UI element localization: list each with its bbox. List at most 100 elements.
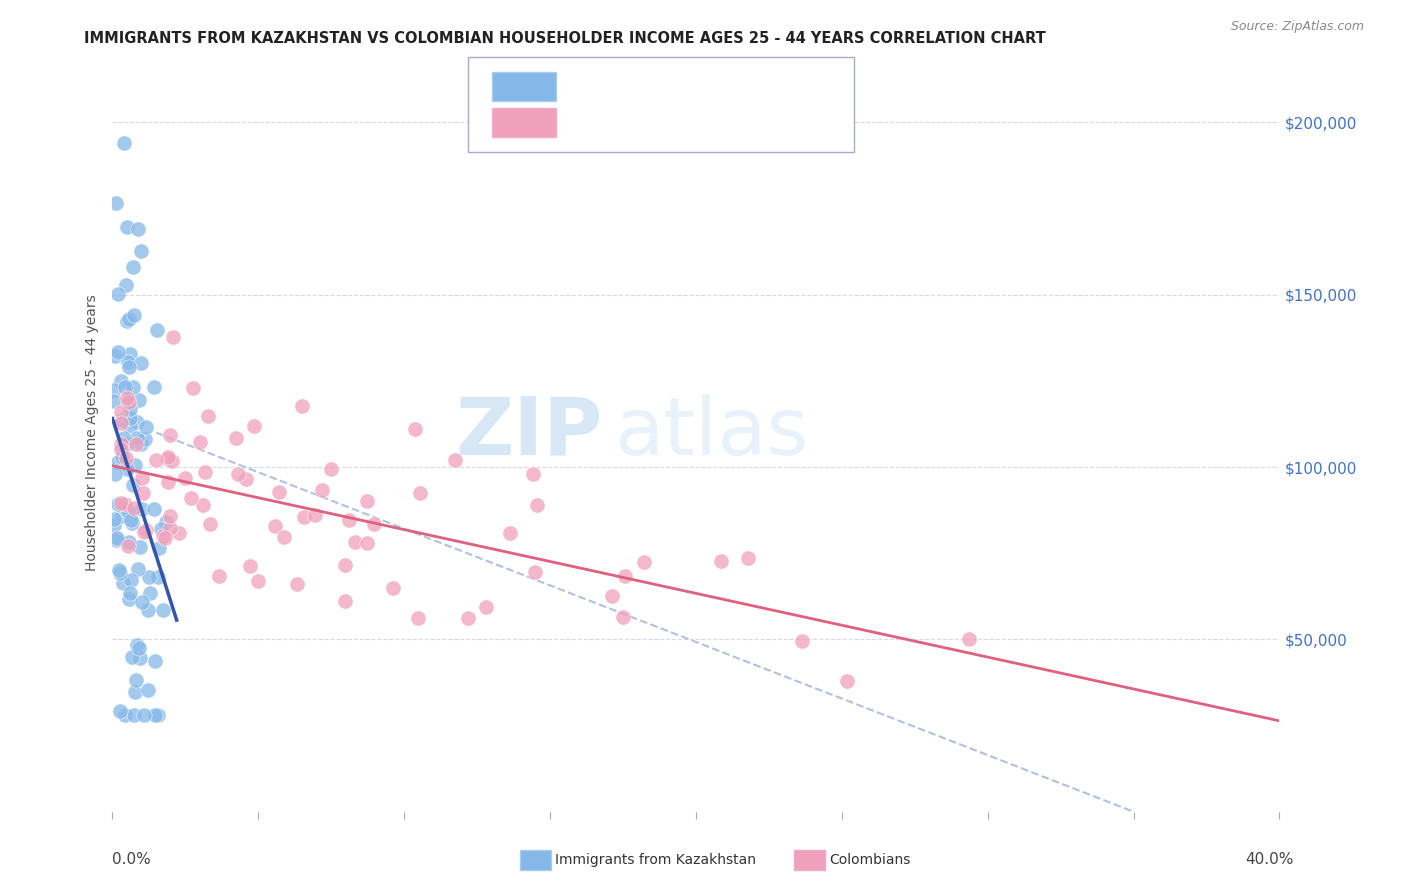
Point [160,454,183,468]
Point [408,486,430,500]
Point [110,404,132,418]
Point [108,704,131,718]
Point [197,409,219,424]
Point [120,347,142,361]
Point [207,569,229,583]
Point [117,396,139,410]
Point [112,136,135,150]
Point [131,595,153,609]
Point [112,431,135,445]
Point [117,355,139,369]
Point [136,683,159,698]
FancyBboxPatch shape [468,57,853,153]
Point [242,418,264,433]
Point [292,510,315,524]
Point [457,611,479,625]
Point [110,374,132,388]
FancyBboxPatch shape [492,72,555,102]
Point [115,277,138,292]
Point [273,530,295,544]
Point [526,498,548,512]
Point [710,553,733,567]
Point [120,573,142,587]
Point [122,501,145,516]
Point [319,462,342,476]
Point [156,450,179,464]
Point [124,458,146,473]
Point [117,311,139,326]
Point [337,513,360,527]
Point [111,450,134,465]
Point [134,524,156,539]
Text: atlas: atlas [614,393,808,472]
Text: 0.0%: 0.0% [112,852,152,867]
Point [356,494,378,508]
Point [167,525,190,540]
Point [108,566,131,580]
Point [957,632,980,646]
Point [117,504,139,518]
Point [115,451,138,466]
Text: Colombians: Colombians [830,853,911,867]
Point [115,391,138,405]
Point [146,570,169,584]
Point [125,431,148,445]
Point [118,535,141,549]
Point [117,462,139,476]
Point [404,422,426,436]
Point [128,640,150,655]
Point [152,529,174,543]
Point [239,558,262,573]
Point [129,356,152,370]
Point [159,428,181,442]
Point [122,477,145,491]
Point [235,472,257,486]
Point [155,515,177,529]
Point [125,638,148,652]
Point [524,565,547,579]
Point [118,411,141,425]
Point [291,399,314,413]
Point [117,394,139,409]
Point [152,603,174,617]
Point [333,594,356,608]
Point [114,708,136,723]
Text: Immigrants from Kazakhstan: Immigrants from Kazakhstan [555,853,756,867]
Point [143,654,166,668]
Point [225,431,247,445]
Point [263,519,285,533]
Point [180,491,202,505]
Point [125,673,148,688]
Point [344,534,367,549]
Point [132,708,155,723]
Point [522,467,544,482]
Point [246,574,269,589]
Point [120,513,142,527]
Point [107,345,129,359]
Point [136,603,159,617]
Point [122,380,145,394]
Point [499,525,522,540]
Point [143,502,166,516]
Point [146,324,169,338]
Point [121,516,143,530]
Point [156,452,179,467]
Point [159,508,181,523]
Point [613,568,636,582]
Point [107,455,129,469]
Point [135,420,157,434]
Point [159,520,181,534]
Point [124,708,146,723]
Point [600,590,623,604]
Point [162,330,184,344]
Point [115,313,138,327]
Point [117,540,139,554]
Point [103,518,125,533]
Point [111,509,134,524]
Point [110,436,132,450]
Point [122,260,145,274]
Point [737,550,759,565]
Point [110,496,132,510]
Point [103,384,125,398]
Point [103,512,125,526]
